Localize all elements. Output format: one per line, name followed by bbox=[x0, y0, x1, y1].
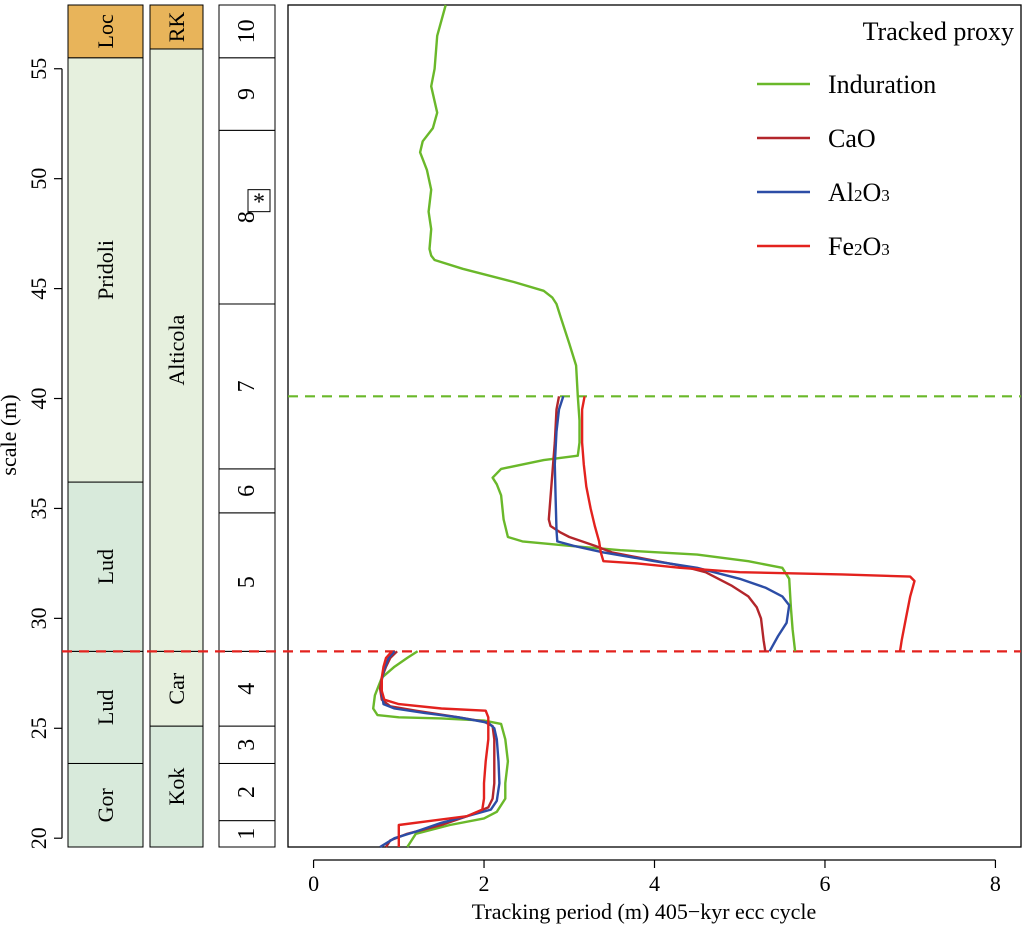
biozone-unit-1 bbox=[149, 650, 204, 727]
cycle-marker-box bbox=[247, 189, 271, 213]
series-line bbox=[380, 650, 490, 847]
series-unit-label: Lud bbox=[93, 690, 118, 725]
cycles-unit-0 bbox=[218, 820, 276, 848]
y-tick-label: 25 bbox=[26, 717, 51, 739]
cycles-unit-label: 4 bbox=[234, 683, 260, 695]
cycles-unit-5 bbox=[218, 468, 276, 514]
y-tick-label: 50 bbox=[26, 168, 51, 190]
x-tick-label: 0 bbox=[308, 871, 319, 896]
strat-column-biozone: Kok Car Alticola RK bbox=[149, 4, 204, 848]
y-tick-label: 35 bbox=[26, 497, 51, 519]
cycles-unit-6 bbox=[218, 303, 276, 470]
cycles-unit-label: 6 bbox=[234, 485, 260, 497]
biozone-unit-label: Kok bbox=[164, 768, 189, 806]
series-line bbox=[418, 4, 797, 652]
biozone-unit-label: Car bbox=[164, 672, 189, 704]
series-unit-label: Loc bbox=[93, 14, 118, 48]
cycles-unit-label: 2 bbox=[234, 786, 260, 798]
y-tick-label: 40 bbox=[26, 388, 51, 410]
cycles-unit-label: 7 bbox=[234, 380, 260, 392]
legend-label: CaO bbox=[828, 124, 876, 153]
legend-label: Al2O3 bbox=[828, 178, 890, 207]
biozone-unit-3 bbox=[149, 4, 204, 50]
series-line bbox=[580, 396, 916, 652]
cycles-unit-label: 9 bbox=[234, 88, 260, 100]
x-tick-label: 6 bbox=[819, 871, 830, 896]
cycles-unit-label: 3 bbox=[234, 739, 260, 751]
biozone-unit-label: RK bbox=[164, 12, 189, 43]
series-unit-0 bbox=[67, 762, 144, 848]
biozone-unit-label: Alticola bbox=[164, 314, 189, 385]
series-unit-label: Pridoli bbox=[93, 240, 118, 300]
biozone-unit-2 bbox=[149, 48, 204, 652]
cycles-unit-label: 10 bbox=[234, 19, 260, 43]
series-unit-4 bbox=[67, 4, 144, 59]
x-tick-label: 2 bbox=[479, 871, 490, 896]
legend: Tracked proxy Induration CaO Al2O3 Fe2O3 bbox=[757, 17, 1014, 261]
series-unit-label: Lud bbox=[93, 549, 118, 584]
legend-label: Fe2O3 bbox=[828, 232, 890, 261]
series-line bbox=[547, 396, 767, 652]
series-line bbox=[553, 395, 791, 652]
y-tick-label: 55 bbox=[26, 58, 51, 80]
biozone-unit-0 bbox=[149, 725, 204, 848]
strat-column-series: Gor Lud Lud Pridoli Loc bbox=[67, 4, 144, 848]
y-axis: 20 25 30 35 40 45 50 55 bbox=[26, 58, 63, 849]
series-lines bbox=[372, 4, 916, 849]
cycles-unit-label: 8 bbox=[234, 211, 260, 223]
series-line bbox=[379, 650, 501, 849]
y-axis-label: scale (m) bbox=[0, 394, 21, 475]
x-tick-label: 8 bbox=[990, 871, 1001, 896]
plot-frame bbox=[287, 4, 1022, 848]
cycles-unit-8 bbox=[218, 57, 276, 131]
y-tick-label: 45 bbox=[26, 278, 51, 300]
reference-lines bbox=[62, 395, 1021, 653]
cycles-unit-2 bbox=[218, 725, 276, 764]
y-tick-label: 20 bbox=[26, 827, 51, 849]
cycles-unit-7 bbox=[218, 129, 276, 305]
legend-title: Tracked proxy bbox=[863, 17, 1014, 46]
legend-label: Induration bbox=[828, 70, 936, 99]
x-axis-label: Tracking period (m) 405−kyr ecc cycle bbox=[472, 899, 817, 924]
series-unit-1 bbox=[67, 650, 144, 764]
cycles-unit-9 bbox=[218, 4, 276, 59]
x-axis: 0 2 4 6 8 bbox=[308, 859, 1001, 896]
cycles-unit-3 bbox=[218, 650, 276, 727]
y-tick-label: 30 bbox=[26, 607, 51, 629]
cycles-unit-1 bbox=[218, 762, 276, 822]
cycles-unit-label: 1 bbox=[234, 828, 260, 840]
x-tick-label: 4 bbox=[649, 871, 660, 896]
series-unit-3 bbox=[67, 57, 144, 483]
strat-column-cycles: 1 2 3 4 5 6 7 8 9 10 * bbox=[218, 4, 276, 848]
cycles-unit-label: 5 bbox=[234, 576, 260, 588]
stratigraphy-columns: Gor Lud Lud Pridoli Loc Kok Car Alticola RK 1 2 3 4 5… bbox=[67, 4, 276, 848]
series-line bbox=[378, 650, 496, 848]
cycle-marker-label: * bbox=[253, 190, 265, 216]
series-unit-label: Gor bbox=[93, 787, 118, 822]
plot-area bbox=[287, 4, 1022, 848]
